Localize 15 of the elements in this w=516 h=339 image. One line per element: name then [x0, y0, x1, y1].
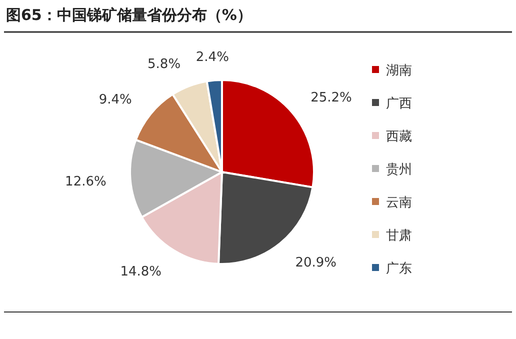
data-label: 14.8%	[120, 264, 162, 280]
data-label: 12.6%	[65, 174, 106, 190]
data-label: 2.4%	[196, 50, 229, 65]
legend-label: 广东	[386, 262, 412, 277]
chart-title: 图65：中国锑矿储量省份分布（%）	[6, 6, 252, 24]
data-label: 25.2%	[310, 90, 352, 106]
data-label: 20.9%	[295, 256, 337, 271]
legend-label: 贵州	[386, 162, 412, 178]
legend-label: 湖南	[386, 64, 412, 79]
legend-label: 甘肃	[386, 228, 412, 244]
legend-label: 西藏	[386, 130, 412, 145]
legend-label: 云南	[386, 196, 412, 211]
legend-label: 广西	[386, 96, 412, 112]
data-label: 9.4%	[98, 92, 132, 108]
data-label: 5.8%	[148, 57, 181, 72]
